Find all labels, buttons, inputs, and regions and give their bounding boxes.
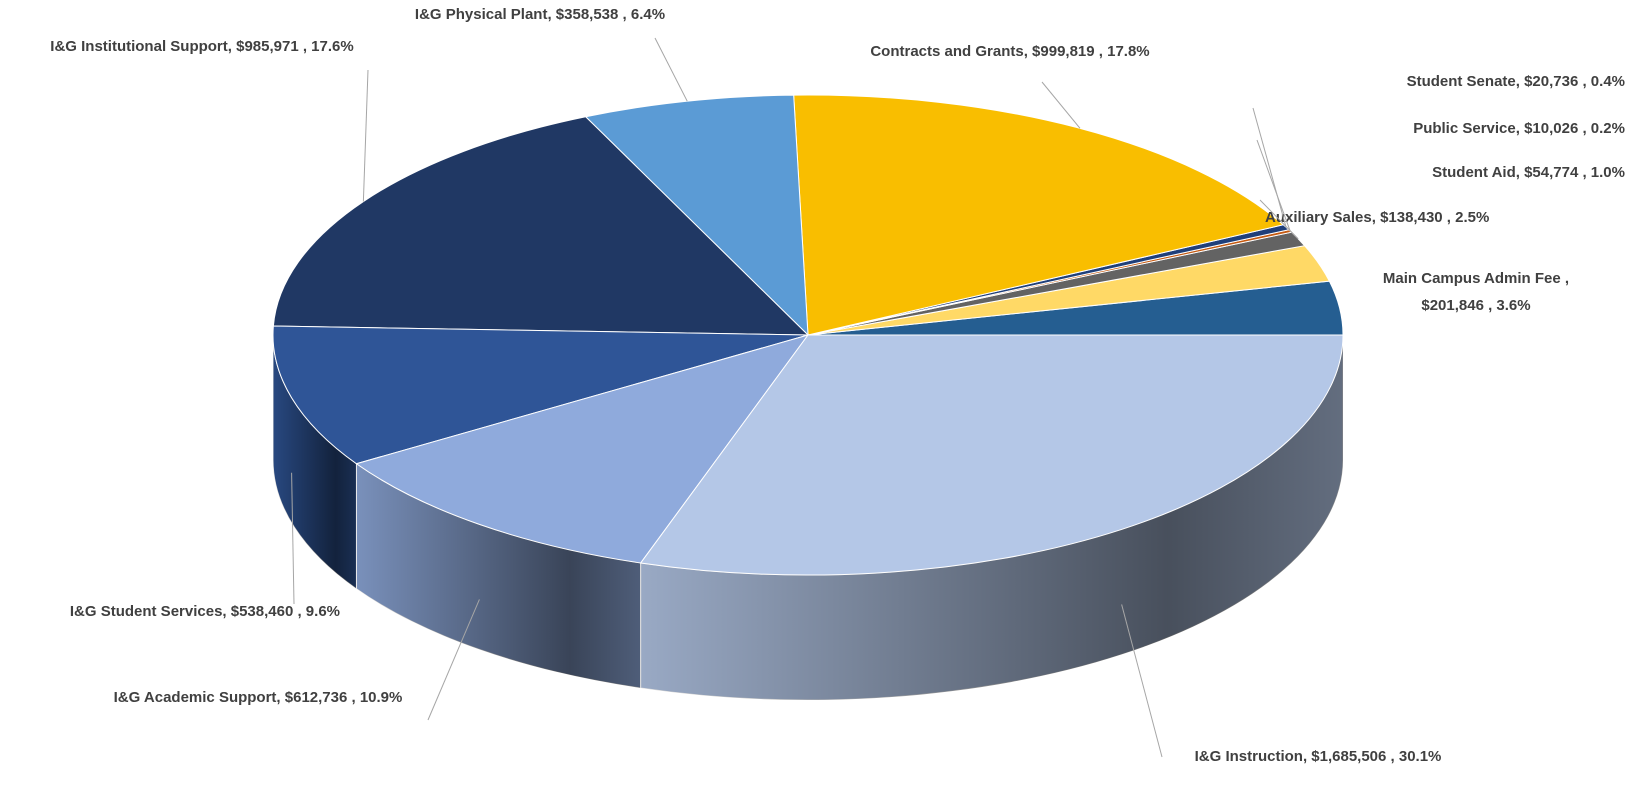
data-label-line: I&G Instruction, $1,685,506 , 30.1%: [1195, 748, 1442, 765]
leader-line: [427, 599, 480, 721]
data-label: I&G Physical Plant, $358,538 , 6.4%: [415, 6, 665, 23]
data-label: I&G Academic Support, $612,736 , 10.9%: [114, 689, 403, 706]
data-label-line: Public Service, $10,026 , 0.2%: [1413, 120, 1625, 137]
slice: [272, 116, 810, 336]
data-label-line: I&G Academic Support, $612,736 , 10.9%: [114, 689, 403, 706]
data-label: Public Service, $10,026 , 0.2%: [1413, 120, 1625, 137]
slice-side-shade: [273, 335, 357, 589]
slice: [584, 94, 809, 337]
data-label-line: $201,846 , 3.6%: [1421, 297, 1530, 314]
data-label: I&G Institutional Support, $985,971 , 17…: [50, 38, 353, 55]
slice-side-shade: [640, 335, 1343, 700]
leader-line: [1121, 604, 1163, 758]
data-label-line: Student Aid, $54,774 , 1.0%: [1432, 164, 1625, 181]
data-label-line: Auxiliary Sales, $138,430 , 2.5%: [1265, 209, 1489, 226]
data-label: Main Campus Admin Fee , $201,846 , 3.6%: [1383, 270, 1569, 314]
data-label: Student Senate, $20,736 , 0.4%: [1407, 73, 1625, 90]
slice: [272, 325, 809, 465]
slice: [793, 94, 1285, 336]
leader-line: [1252, 107, 1287, 228]
data-label-line: Main Campus Admin Fee ,: [1383, 270, 1569, 287]
leader-line: [654, 37, 688, 102]
leader-line: [1256, 139, 1291, 232]
data-label-line: I&G Institutional Support, $985,971 , 17…: [50, 38, 353, 55]
slice: [355, 334, 810, 564]
data-label-line: Contracts and Grants, $999,819 , 17.8%: [870, 43, 1149, 60]
data-label-line: I&G Physical Plant, $358,538 , 6.4%: [415, 6, 665, 23]
data-label: Contracts and Grants, $999,819 , 17.8%: [870, 43, 1149, 60]
leader-line: [1259, 199, 1299, 240]
data-label-line: I&G Student Services, $538,460 , 9.6%: [70, 603, 340, 620]
data-label: I&G Instruction, $1,685,506 , 30.1%: [1195, 748, 1442, 765]
leader-line: [362, 69, 369, 202]
leader-line: [1041, 81, 1081, 129]
data-label: Auxiliary Sales, $138,430 , 2.5%: [1265, 209, 1489, 226]
data-label: I&G Student Services, $538,460 , 9.6%: [70, 603, 340, 620]
data-label-line: Student Senate, $20,736 , 0.4%: [1407, 73, 1625, 90]
slice-side-shade: [356, 463, 641, 688]
slice: [639, 334, 1344, 576]
data-label: Student Aid, $54,774 , 1.0%: [1432, 164, 1625, 181]
leader-line: [291, 472, 295, 605]
